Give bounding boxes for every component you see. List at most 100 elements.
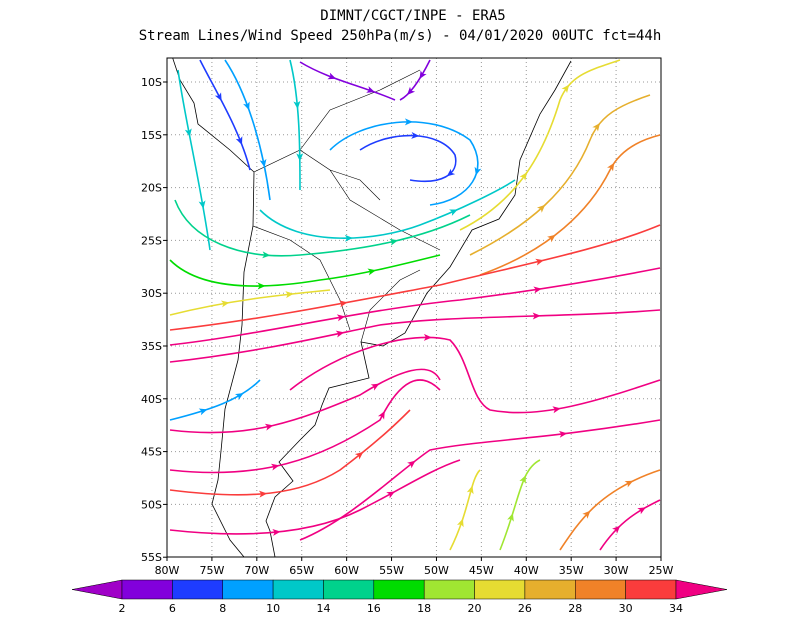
lat-label: 50S xyxy=(141,498,162,511)
arrowhead xyxy=(536,204,546,213)
streamline xyxy=(599,499,661,551)
colorbar-label: 34 xyxy=(669,602,683,615)
arrowhead xyxy=(184,128,192,137)
lat-label: 45S xyxy=(141,446,162,459)
lat-label: 20S xyxy=(141,182,162,195)
colorbar-segment xyxy=(373,579,425,600)
arrowhead xyxy=(344,234,353,242)
streamlines xyxy=(169,59,661,551)
colorbar-label: 2 xyxy=(119,602,126,615)
streamline xyxy=(289,336,661,414)
arrowhead xyxy=(386,491,395,499)
arrowhead xyxy=(220,300,230,308)
streamline xyxy=(499,459,541,551)
streamline xyxy=(169,309,661,363)
streamline xyxy=(169,379,261,421)
arrowhead xyxy=(257,282,266,290)
arrowhead xyxy=(293,100,301,110)
arrowhead xyxy=(535,258,544,266)
colorbar-label: 30 xyxy=(619,602,633,615)
arrowhead xyxy=(519,475,526,484)
colorbar-label: 6 xyxy=(169,602,176,615)
arrowhead xyxy=(366,86,375,93)
arrowhead xyxy=(198,408,208,416)
arrowhead xyxy=(466,485,474,495)
lon-label: 80W xyxy=(155,564,180,577)
arrowhead xyxy=(582,510,591,519)
streamline xyxy=(169,409,411,496)
lat-label: 35S xyxy=(141,340,162,353)
streamline xyxy=(169,379,441,474)
colorbar-segment xyxy=(423,579,475,600)
arrowhead xyxy=(457,518,464,528)
streamline xyxy=(399,59,431,101)
arrowhead xyxy=(449,209,458,216)
streamline xyxy=(169,368,441,434)
arrowhead xyxy=(446,168,456,177)
arrowhead xyxy=(198,200,206,209)
colorbar-segment xyxy=(625,579,677,600)
arrowhead xyxy=(474,166,482,176)
arrowhead xyxy=(327,72,337,80)
lat-label: 30S xyxy=(141,287,162,300)
streamline xyxy=(299,419,661,541)
streamline xyxy=(329,121,479,206)
streamline xyxy=(177,69,211,251)
arrowhead xyxy=(214,92,222,102)
colorbar-segment xyxy=(524,579,576,600)
colorbar-segment xyxy=(323,579,375,600)
colorbar-segment xyxy=(474,579,526,600)
lat-label: 55S xyxy=(141,551,162,564)
lon-label: 60W xyxy=(334,564,359,577)
arrowhead xyxy=(507,513,514,522)
arrowhead xyxy=(336,314,346,322)
streamline xyxy=(299,61,396,101)
streamline xyxy=(199,59,251,171)
arrowhead xyxy=(561,84,570,94)
streamline xyxy=(259,179,516,239)
streamline xyxy=(169,289,331,316)
colorbar-label: 10 xyxy=(266,602,280,615)
arrowhead xyxy=(607,162,615,172)
arrowhead xyxy=(354,451,364,460)
borders xyxy=(252,69,441,343)
arrowhead xyxy=(552,406,561,414)
lon-label: 25W xyxy=(649,564,674,577)
streamline xyxy=(169,267,661,346)
arrowhead xyxy=(259,158,267,168)
lon-label: 30W xyxy=(604,564,629,577)
streamline xyxy=(479,134,661,276)
arrowhead xyxy=(270,463,280,471)
colorbar-segment xyxy=(575,579,626,600)
arrowhead xyxy=(285,291,294,299)
streamline xyxy=(359,134,457,182)
arrowhead xyxy=(243,101,250,111)
arrowhead xyxy=(624,480,634,488)
arrowhead xyxy=(533,286,542,294)
arrowhead xyxy=(532,312,541,320)
lat-label: 15S xyxy=(141,129,162,142)
streamline xyxy=(224,59,271,201)
arrowhead xyxy=(411,131,420,139)
arrowhead xyxy=(335,330,345,338)
arrowhead xyxy=(234,392,244,401)
map-frame xyxy=(166,57,662,558)
streamline xyxy=(289,59,301,191)
arrowhead xyxy=(339,300,348,308)
arrowhead xyxy=(296,153,304,162)
colorbar-segment xyxy=(272,579,324,600)
arrowhead xyxy=(592,122,601,132)
colorbar-label: 8 xyxy=(219,602,226,615)
arrowhead xyxy=(407,86,416,95)
arrowhead xyxy=(262,251,271,259)
arrowhead xyxy=(389,238,399,246)
lon-label: 75W xyxy=(199,564,224,577)
arrowhead xyxy=(637,507,646,515)
streamline xyxy=(174,199,471,257)
arrowhead xyxy=(264,423,274,431)
arrowhead xyxy=(419,70,427,80)
streamline xyxy=(169,254,441,287)
arrowhead xyxy=(235,136,243,145)
streamline xyxy=(169,459,461,535)
